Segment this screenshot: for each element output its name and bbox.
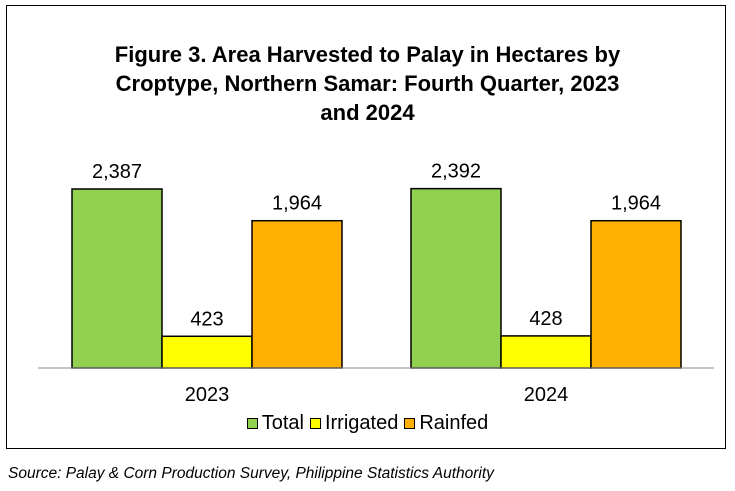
bar-rainfed-2023 [251, 219, 343, 369]
chart-title: Figure 3. Area Harvested to Palay in Hec… [0, 40, 735, 127]
bar-total-2023 [71, 188, 163, 369]
x-tick-label-2024: 2024 [524, 384, 569, 406]
data-label-total-2023: 2,387 [92, 161, 142, 183]
legend-item-rainfed: Rainfed [404, 412, 488, 435]
data-label-rainfed-2024: 1,964 [611, 193, 661, 215]
legend-swatch-rainfed [404, 418, 416, 429]
legend-swatch-irrigated [309, 418, 321, 429]
data-label-total-2024: 2,392 [431, 161, 481, 183]
x-tick-label-2023: 2023 [185, 384, 230, 406]
chart-title-line-1: Figure 3. Area Harvested to Palay in Hec… [114, 42, 621, 67]
legend-label-irrigated: Irrigated [324, 412, 399, 434]
chart-legend: Total Irrigated Rainfed [0, 412, 735, 435]
data-label-irrigated-2024: 428 [529, 308, 562, 330]
bar-total-2024 [410, 187, 502, 369]
data-label-rainfed-2023: 1,964 [272, 193, 322, 215]
bar-rainfed-2024 [590, 219, 682, 369]
bar-irrigated-2024 [500, 335, 592, 369]
chart-title-line-3: and 2024 [320, 100, 415, 125]
legend-swatch-total [246, 418, 258, 429]
legend-label-total: Total [261, 412, 304, 434]
legend-label-rainfed: Rainfed [419, 412, 489, 434]
legend-item-irrigated: Irrigated [309, 412, 399, 435]
legend-item-total: Total [246, 412, 304, 435]
source-note: Source: Palay & Corn Production Survey, … [8, 465, 494, 482]
bar-irrigated-2023 [161, 335, 253, 369]
data-label-irrigated-2023: 423 [190, 308, 223, 330]
chart-title-line-2: Croptype, Northern Samar: Fourth Quarter… [115, 71, 620, 96]
